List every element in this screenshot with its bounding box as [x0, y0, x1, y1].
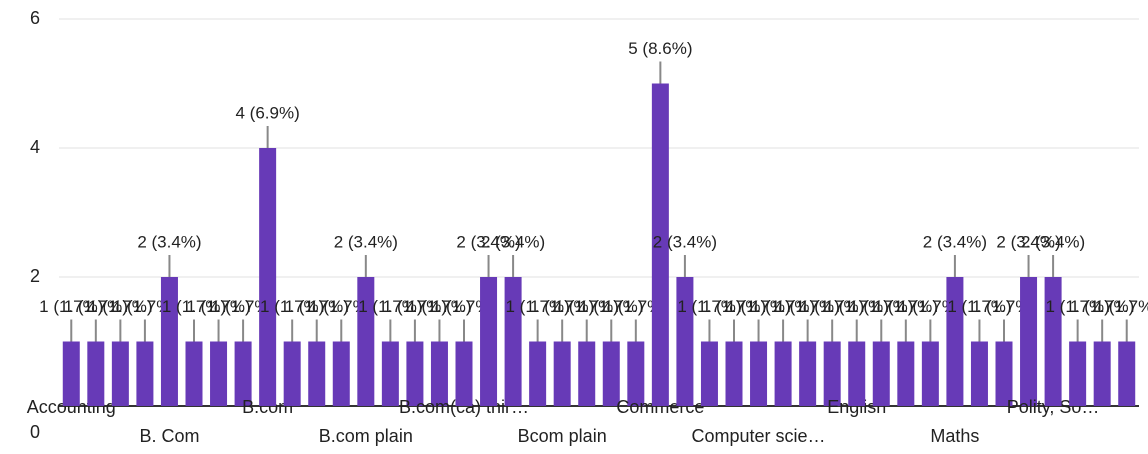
value-label: 1 (1.7%) — [358, 297, 422, 316]
bar — [676, 277, 694, 406]
bar — [921, 341, 939, 406]
bar — [210, 341, 228, 406]
bar — [529, 341, 547, 406]
value-label: 2 (3.4%) — [137, 232, 201, 251]
bar — [1069, 341, 1087, 406]
value-label: 1 (1.7%) — [64, 297, 128, 316]
value-label: 1 (1.7%) — [260, 297, 324, 316]
bar — [87, 341, 105, 406]
value-label: 1 (1.7%) — [39, 297, 103, 316]
value-label: 1 (1.7%) — [186, 297, 250, 316]
x-tick-label: Bcom plain — [518, 426, 607, 446]
value-label: 1 (1.7%) — [506, 297, 570, 316]
bar — [946, 277, 964, 406]
bar — [578, 341, 596, 406]
value-label: 2 (3.4%) — [334, 232, 398, 251]
bar — [234, 341, 252, 406]
bar — [872, 341, 890, 406]
value-label: 1 (1.7%) — [1046, 297, 1110, 316]
value-label: 1 (1.7%) — [407, 297, 471, 316]
value-label: 2 (3.4%) — [923, 232, 987, 251]
bar — [308, 341, 326, 406]
value-label: 1 (1.7%) — [383, 297, 447, 316]
value-label: 2 (3.4%) — [996, 232, 1060, 251]
value-label: 2 (3.4%) — [456, 232, 520, 251]
bar — [283, 341, 301, 406]
value-label: 1 (1.7%) — [947, 297, 1011, 316]
value-label: 1 (1.7%) — [825, 297, 889, 316]
y-tick-label: 4 — [30, 137, 40, 157]
bar — [799, 341, 817, 406]
y-tick-label: 6 — [30, 8, 40, 28]
y-tick-label: 0 — [30, 422, 40, 442]
value-label: 1 (1.7%) — [800, 297, 864, 316]
x-tick-label: B.com — [242, 397, 293, 417]
bar — [185, 341, 203, 406]
value-label: 4 (6.9%) — [236, 103, 300, 122]
bar — [700, 341, 718, 406]
bar — [455, 341, 473, 406]
x-tick-label: B. Com — [139, 426, 199, 446]
value-label: 1 (1.7%) — [530, 297, 594, 316]
value-label: 1 (1.7%) — [677, 297, 741, 316]
bar — [627, 341, 645, 406]
x-tick-label: Maths — [930, 426, 979, 446]
bar — [332, 341, 350, 406]
x-tick-label: B.com plain — [319, 426, 413, 446]
bar — [62, 341, 80, 406]
value-label: 1 (1.7%) — [874, 297, 938, 316]
value-label: 1 (1.7%) — [1070, 297, 1134, 316]
bar — [725, 341, 743, 406]
bar — [1093, 341, 1111, 406]
value-label: 1 (1.7%) — [162, 297, 226, 316]
value-label: 1 (1.7%) — [702, 297, 766, 316]
bar — [995, 341, 1013, 406]
bar — [406, 341, 424, 406]
bar — [430, 341, 448, 406]
bar — [970, 341, 988, 406]
value-label: 2 (3.4%) — [481, 232, 545, 251]
value-label: 1 (1.7%) — [579, 297, 643, 316]
bar — [848, 341, 866, 406]
bar — [651, 83, 669, 406]
value-label: 1 (1.7%) — [555, 297, 619, 316]
bar — [1118, 341, 1136, 406]
bar — [774, 341, 792, 406]
bar — [136, 341, 154, 406]
value-label: 1 (1.7%) — [726, 297, 790, 316]
x-tick-label: English — [827, 397, 886, 417]
x-tick-label: Computer scie… — [692, 426, 826, 446]
value-label: 1 (1.7%) — [1095, 297, 1148, 316]
value-label: 1 (1.7%) — [849, 297, 913, 316]
bar — [504, 277, 522, 406]
bar — [823, 341, 841, 406]
bar — [357, 277, 375, 406]
value-label: 1 (1.7%) — [285, 297, 349, 316]
bar — [897, 341, 915, 406]
y-tick-label: 2 — [30, 266, 40, 286]
bar — [602, 341, 620, 406]
value-label: 1 (1.7%) — [88, 297, 152, 316]
bar — [381, 341, 399, 406]
bar — [111, 341, 129, 406]
bar — [480, 277, 498, 406]
value-label: 2 (3.4%) — [653, 232, 717, 251]
value-label: 5 (8.6%) — [628, 39, 692, 58]
bar — [1044, 277, 1062, 406]
bar — [553, 341, 571, 406]
value-label: 1 (1.7%) — [751, 297, 815, 316]
bar — [160, 277, 178, 406]
bar — [259, 148, 277, 406]
bar — [750, 341, 768, 406]
bar — [1020, 277, 1038, 406]
value-label: 2 (3.4%) — [1021, 232, 1085, 251]
value-label: 1 (1.7%) — [776, 297, 840, 316]
